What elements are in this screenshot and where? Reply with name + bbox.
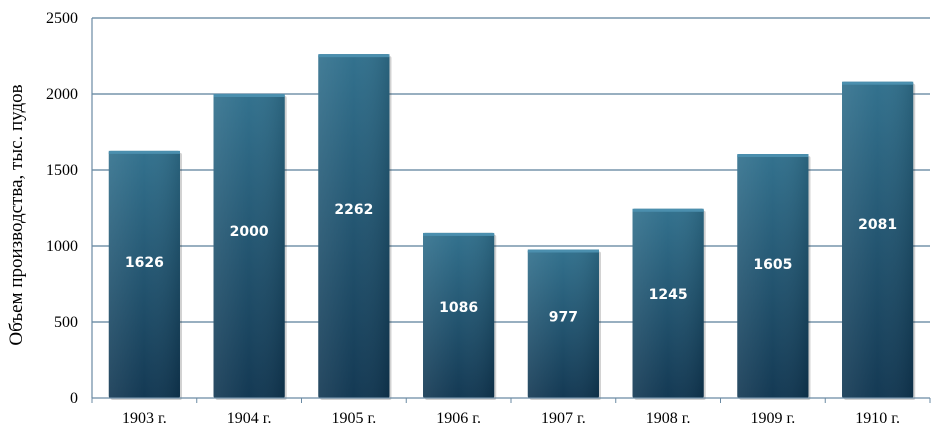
bar-4	[423, 232, 497, 400]
x-tick-label: 1903 г.	[122, 410, 167, 427]
bar-top-edge	[213, 94, 285, 97]
bars	[108, 54, 916, 401]
bar-highlight	[632, 208, 704, 398]
axes	[91, 18, 931, 403]
bar-data-label: 2262	[334, 202, 373, 218]
bar-2	[213, 94, 287, 400]
y-tick-label: 2500	[46, 10, 78, 27]
y-tick-label: 2000	[46, 86, 78, 103]
x-tick-label: 1908 г.	[646, 410, 691, 427]
bar-data-label: 1626	[125, 255, 164, 271]
bar-top-edge	[318, 54, 390, 58]
y-tick-label: 1500	[46, 162, 78, 179]
x-tick-label: 1906 г.	[436, 410, 481, 427]
bar-6	[632, 208, 706, 400]
y-tick-label: 1000	[46, 238, 78, 255]
bar-top-edge	[423, 232, 495, 236]
y-axis-title: Объем производства, тыс. пудов	[6, 84, 27, 345]
bar-7	[737, 154, 811, 400]
bar-data-label: 1245	[649, 287, 688, 303]
x-tick-label: 1910 г.	[855, 410, 900, 427]
bar-top-edge	[737, 154, 809, 158]
bar-1	[108, 150, 182, 400]
bar-highlight	[108, 150, 180, 398]
bar-8	[842, 81, 916, 401]
x-tick-label: 1905 г.	[331, 410, 376, 427]
bar-data-label: 977	[549, 309, 578, 325]
y-tick-label: 0	[70, 390, 78, 407]
bar-highlight	[213, 94, 285, 398]
y-tick-label: 500	[54, 314, 78, 331]
labels: 0 500 1000 1500 2000 2500 1626 1903 г. 2000 1904 …	[46, 10, 900, 427]
bar-highlight	[423, 232, 495, 398]
bar-data-label: 2000	[230, 224, 269, 240]
bar-5	[527, 249, 601, 400]
bar-highlight	[737, 154, 809, 398]
bar-highlight	[842, 81, 914, 399]
bar-highlight	[527, 249, 599, 398]
bar-top-edge	[632, 208, 704, 212]
x-tick-label: 1909 г.	[750, 410, 795, 427]
bar-top-edge	[842, 81, 914, 85]
bar-data-label: 2081	[858, 217, 897, 233]
x-tick-label: 1904 г.	[227, 410, 272, 427]
x-tick-label: 1907 г.	[541, 410, 586, 427]
bar-data-label: 1086	[439, 300, 478, 316]
bar-top-edge	[108, 150, 180, 154]
bar-highlight	[318, 54, 390, 399]
bar-3	[318, 54, 392, 401]
bar-data-label: 1605	[753, 257, 792, 273]
bar-top-edge	[527, 249, 599, 253]
